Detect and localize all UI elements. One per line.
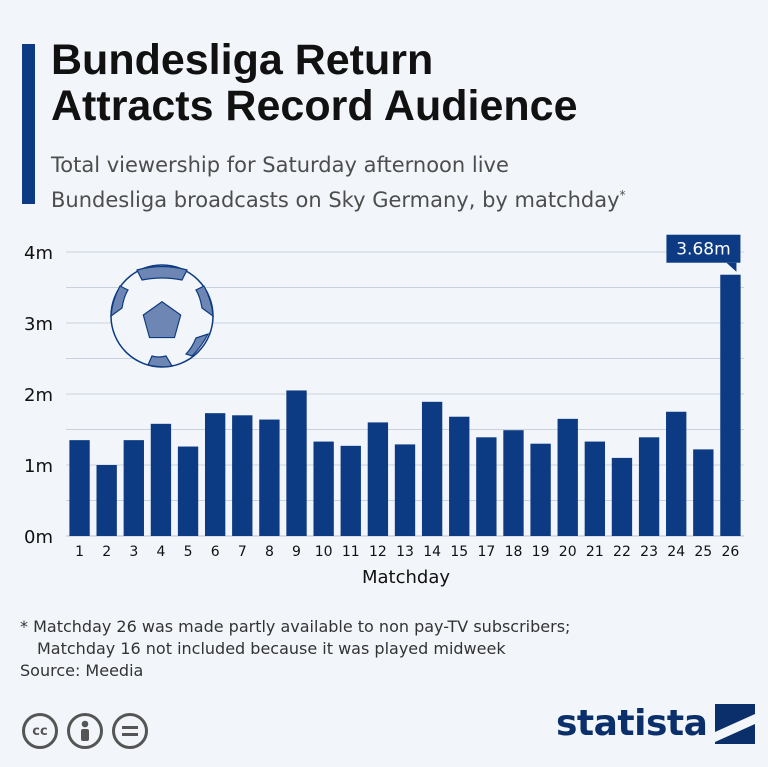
subtitle-line-1: Total viewership for Saturday afternoon … — [51, 153, 509, 177]
chart-title: Bundesliga Return Attracts Record Audien… — [51, 37, 751, 129]
bar — [123, 440, 144, 536]
x-tick-label: 19 — [532, 544, 550, 560]
x-tick-label: 4 — [156, 544, 165, 560]
bar — [96, 465, 117, 536]
x-tick-label: 25 — [694, 544, 712, 560]
x-tick-label: 1 — [75, 544, 84, 560]
bar — [367, 422, 389, 536]
y-tick-label: 2m — [24, 385, 53, 406]
bar — [720, 274, 741, 536]
bar — [449, 416, 470, 536]
bar — [69, 440, 90, 536]
statista-mark-icon — [715, 703, 756, 744]
x-tick-label: 6 — [211, 544, 220, 560]
x-tick-label: 14 — [423, 544, 441, 560]
bar — [693, 449, 714, 536]
y-tick-label: 4m — [24, 243, 53, 264]
callout-label: 3.68m — [676, 240, 730, 260]
bar — [638, 437, 660, 536]
bars — [69, 274, 741, 536]
x-tick-label: 15 — [450, 544, 468, 560]
x-tick-label: 18 — [505, 544, 523, 560]
bar — [313, 441, 334, 536]
x-axis-tick-labels: 1 2 3 4 5 6 7 8 9 10 11 12 13 14 15 17 18 19 20 21 22 23 24 25 2… — [75, 544, 739, 560]
title-line-1: Bundesliga Return — [51, 36, 434, 84]
callout-pointer — [726, 262, 737, 272]
x-tick-label: 26 — [722, 544, 740, 560]
value-callout: 3.68m — [666, 234, 741, 272]
x-tick-label: 7 — [238, 544, 247, 560]
x-tick-label: 3 — [129, 544, 138, 560]
bar — [150, 423, 172, 536]
x-tick-label: 8 — [265, 544, 274, 560]
brand-name: statista — [556, 703, 708, 744]
x-tick-label: 23 — [640, 544, 658, 560]
person-icon[interactable] — [67, 713, 103, 749]
y-tick-label: 1m — [24, 456, 53, 477]
x-tick-label: 21 — [586, 544, 604, 560]
x-tick-label: 24 — [667, 544, 685, 560]
chart-subtitle: Total viewership for Saturday afternoon … — [51, 150, 751, 215]
bar — [177, 446, 199, 536]
subtitle-line-2: Bundesliga broadcasts on Sky Germany, by… — [51, 180, 751, 215]
statista-logo[interactable]: statista — [556, 703, 756, 744]
bar — [394, 444, 416, 536]
bar — [232, 415, 253, 536]
y-axis-labels: 0m 1m 2m 3m 4m — [24, 243, 53, 548]
y-tick-label: 0m — [24, 527, 53, 548]
callout-box — [666, 234, 741, 263]
soccer-ball-icon — [110, 264, 214, 368]
bar — [476, 437, 497, 536]
x-tick-label: 9 — [292, 544, 301, 560]
title-line-2: Attracts Record Audience — [51, 82, 578, 130]
footnote: * Matchday 26 was made partly available … — [20, 616, 570, 682]
x-tick-label: 12 — [369, 544, 387, 560]
x-tick-label: 20 — [559, 544, 577, 560]
x-tick-label: 17 — [477, 544, 495, 560]
footnote-line-1: * Matchday 26 was made partly available … — [20, 617, 571, 636]
bar — [666, 411, 687, 536]
subtitle-line-2-text: Bundesliga broadcasts on Sky Germany, by… — [51, 188, 620, 212]
x-tick-label: 10 — [315, 544, 333, 560]
bar — [557, 418, 578, 536]
bar — [421, 401, 443, 536]
x-tick-label: 5 — [184, 544, 193, 560]
license-icons: cc — [22, 713, 148, 749]
bar — [259, 419, 280, 536]
x-tick-label: 11 — [342, 544, 360, 560]
x-tick-label: 22 — [613, 544, 631, 560]
footnote-line-2: Matchday 16 not included because it was … — [37, 639, 506, 658]
x-axis-title: Matchday — [362, 567, 450, 588]
bar — [530, 443, 551, 536]
source-text: Source: Meedia — [20, 661, 144, 680]
subtitle-footnote-marker: * — [619, 188, 626, 202]
bar — [503, 430, 524, 536]
bar — [286, 390, 307, 536]
bar — [204, 413, 226, 536]
x-tick-label: 2 — [102, 544, 111, 560]
bar — [340, 445, 361, 536]
bar — [611, 457, 633, 536]
title-accent-bar — [22, 44, 35, 204]
equals-icon[interactable] — [112, 713, 148, 749]
cc-icon[interactable]: cc — [22, 713, 58, 749]
y-tick-label: 3m — [24, 314, 53, 335]
bar — [584, 441, 606, 536]
x-tick-label: 13 — [396, 544, 414, 560]
